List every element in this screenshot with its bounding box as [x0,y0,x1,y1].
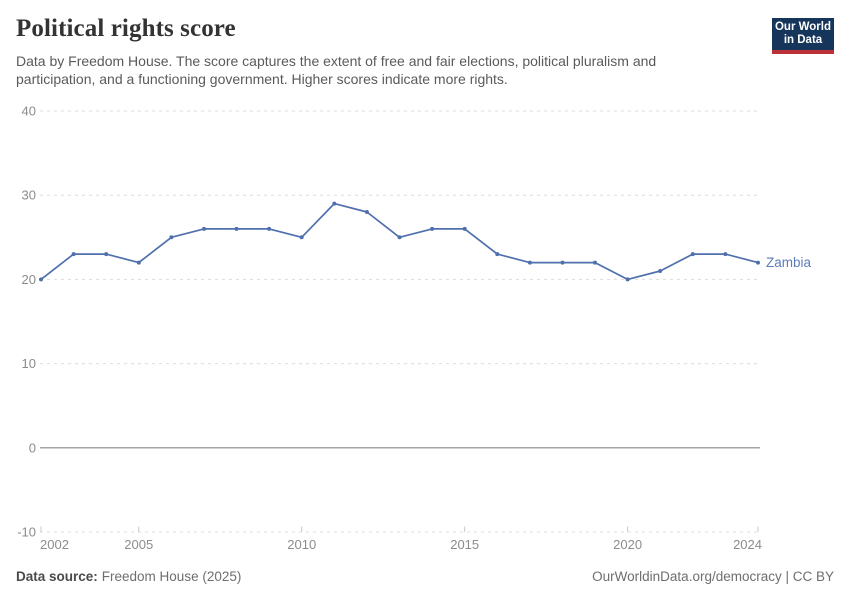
series-line [40,202,759,281]
owid-logo-line2: in Data [783,33,823,46]
data-point-marker [234,226,239,231]
data-point-marker [430,226,435,231]
x-tick-label: 2015 [450,537,479,552]
y-tick-label: 20 [22,272,36,287]
data-point-marker [71,252,76,257]
data-point-marker [593,260,597,265]
x-tick-label: 2024 [733,537,762,552]
data-point-marker [397,235,402,240]
data-point-marker [658,269,663,273]
data-point-marker [169,235,174,240]
y-tick-label: 40 [22,104,36,119]
data-source-label: Data source: [16,569,98,584]
data-point-marker [39,277,43,282]
owid-logo-line1: Our World [774,21,831,33]
data-point-marker [560,260,565,265]
data-point-marker [625,277,630,282]
x-tick-label: 2002 [40,537,69,552]
data-point-marker [202,226,206,231]
chart-footer: Data source: Freedom House (2025) OurWorl… [16,568,834,585]
chart-title: Political rights score [16,15,236,42]
credit-line: OurWorldinData.org/democracy | CC BY [592,569,834,584]
data-point-marker [690,252,695,257]
chart-subtitle: Data by Freedom House. The score capture… [16,53,657,87]
x-tick-label: 2005 [124,537,153,552]
data-point-marker [136,260,141,265]
data-point-marker [756,260,760,265]
entity-label: Zambia [766,255,812,270]
data-source-value: Freedom House (2025) [101,569,242,584]
data-point-marker [527,260,532,265]
data-point-marker [267,226,272,231]
data-point-marker [104,252,109,257]
data-point-marker [332,201,337,206]
y-tick-label: 30 [22,188,36,203]
x-tick-label: 2010 [287,537,316,552]
data-point-marker [723,252,728,257]
data-point-marker [495,252,500,257]
y-tick-label: 0 [29,440,36,455]
data-source: Data source: Freedom House (2025) [16,568,241,585]
y-tick-label: 10 [22,356,36,371]
data-point-marker [364,210,369,214]
owid-logo: Our World in Data [772,18,834,54]
data-point-marker [462,226,467,231]
data-point-marker [299,235,304,240]
y-tick-label: -10 [17,525,36,540]
x-tick-label: 2020 [613,537,642,552]
